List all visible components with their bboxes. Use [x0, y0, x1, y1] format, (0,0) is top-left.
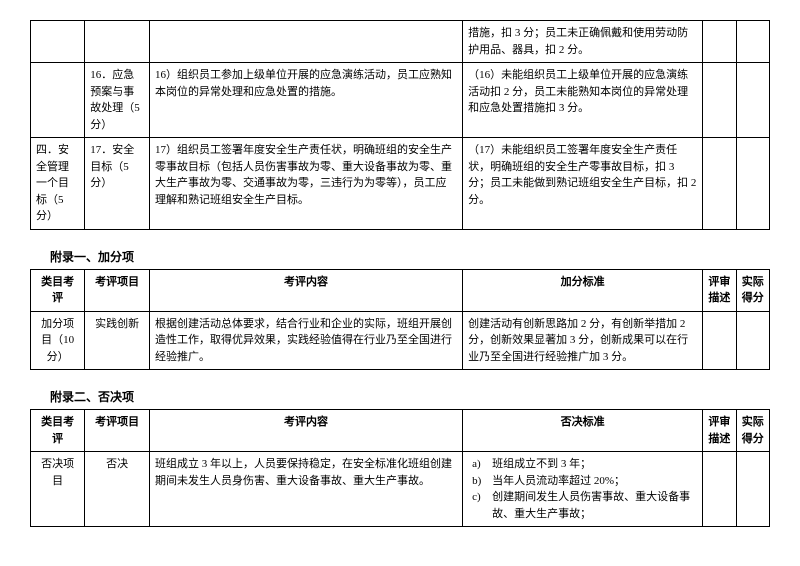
cell-content: 班组成立 3 年以上，人员要保持稳定，在安全标准化班组创建期间未发生人员身伤害、… — [149, 452, 462, 527]
cell-content: 17）组织员工签署年度安全生产责任状，明确班组的安全生产零事故目标（包括人员伤害… — [149, 138, 462, 230]
list-text-b: 当年人员流动率超过 20%； — [492, 473, 625, 490]
cell-score — [736, 452, 769, 527]
cell-desc — [703, 138, 736, 230]
cell-item: 16．应急预案与事故处理（5 分） — [85, 63, 150, 138]
cell-cat — [31, 63, 85, 138]
cell-cat: 加分项目（10分） — [31, 311, 85, 370]
header-content: 考评内容 — [149, 410, 462, 452]
table-row: 措施，扣 3 分；员工未正确佩戴和使用劳动防护用品、器具，扣 2 分。 — [31, 21, 770, 63]
header-score: 实际得分 — [736, 410, 769, 452]
list-text-c: 创建期间发生人员伤害事故、重大设备事故、重大生产事故； — [492, 489, 697, 522]
cell-item: 实践创新 — [85, 311, 150, 370]
cell-content — [149, 21, 462, 63]
appendix2-table: 类目考评 考评项目 考评内容 否决标准 评审描述 实际得分 否决项目 否决 班组… — [30, 409, 770, 527]
table-header-row: 类目考评 考评项目 考评内容 否决标准 评审描述 实际得分 — [31, 410, 770, 452]
cell-desc — [703, 63, 736, 138]
cell-standard: （16）未能组织员工上级单位开展的应急演练活动扣 2 分，员工未能熟知本岗位的异… — [463, 63, 703, 138]
list-label-c: c) — [472, 489, 492, 522]
cell-cat — [31, 21, 85, 63]
header-standard: 否决标准 — [463, 410, 703, 452]
table-row: 16．应急预案与事故处理（5 分） 16）组织员工参加上级单位开展的应急演练活动… — [31, 63, 770, 138]
header-cat: 类目考评 — [31, 269, 85, 311]
cell-desc — [703, 21, 736, 63]
list-label-b: b) — [472, 473, 492, 490]
cell-standard: a)班组成立不到 3 年； b)当年人员流动率超过 20%； c)创建期间发生人… — [463, 452, 703, 527]
header-content: 考评内容 — [149, 269, 462, 311]
cell-score — [736, 21, 769, 63]
table-row: 否决项目 否决 班组成立 3 年以上，人员要保持稳定，在安全标准化班组创建期间未… — [31, 452, 770, 527]
cell-item: 17．安全目标（5 分） — [85, 138, 150, 230]
cell-standard: （17）未能组织员工签署年度安全生产责任状，明确班组的安全生产零事故目标，扣 3… — [463, 138, 703, 230]
header-desc: 评审描述 — [703, 410, 736, 452]
cell-item: 否决 — [85, 452, 150, 527]
table-header-row: 类目考评 考评项目 考评内容 加分标准 评审描述 实际得分 — [31, 269, 770, 311]
cell-standard: 创建活动有创新思路加 2 分，有创新举措加 2 分，创新效果显著加 3 分，创新… — [463, 311, 703, 370]
table-row: 四．安全管理一个目标（5 分） 17．安全目标（5 分） 17）组织员工签署年度… — [31, 138, 770, 230]
cell-content: 16）组织员工参加上级单位开展的应急演练活动，员工应熟知本岗位的异常处理和应急处… — [149, 63, 462, 138]
cell-desc — [703, 311, 736, 370]
list-text-a: 班组成立不到 3 年； — [492, 456, 591, 473]
main-table: 措施，扣 3 分；员工未正确佩戴和使用劳动防护用品、器具，扣 2 分。 16．应… — [30, 20, 770, 230]
cell-item — [85, 21, 150, 63]
appendix1-title: 附录一、加分项 — [50, 248, 770, 265]
header-cat: 类目考评 — [31, 410, 85, 452]
cell-score — [736, 63, 769, 138]
appendix1-table: 类目考评 考评项目 考评内容 加分标准 评审描述 实际得分 加分项目（10分） … — [30, 269, 770, 371]
header-item: 考评项目 — [85, 410, 150, 452]
header-score: 实际得分 — [736, 269, 769, 311]
cell-content: 根据创建活动总体要求，结合行业和企业的实际，班组开展创造性工作，取得优异效果，实… — [149, 311, 462, 370]
cell-cat: 否决项目 — [31, 452, 85, 527]
list-label-a: a) — [472, 456, 492, 473]
header-standard: 加分标准 — [463, 269, 703, 311]
table-row: 加分项目（10分） 实践创新 根据创建活动总体要求，结合行业和企业的实际，班组开… — [31, 311, 770, 370]
cell-desc — [703, 452, 736, 527]
cell-score — [736, 311, 769, 370]
header-item: 考评项目 — [85, 269, 150, 311]
cell-standard: 措施，扣 3 分；员工未正确佩戴和使用劳动防护用品、器具，扣 2 分。 — [463, 21, 703, 63]
appendix2-title: 附录二、否决项 — [50, 388, 770, 405]
cell-score — [736, 138, 769, 230]
header-desc: 评审描述 — [703, 269, 736, 311]
cell-cat: 四．安全管理一个目标（5 分） — [31, 138, 85, 230]
